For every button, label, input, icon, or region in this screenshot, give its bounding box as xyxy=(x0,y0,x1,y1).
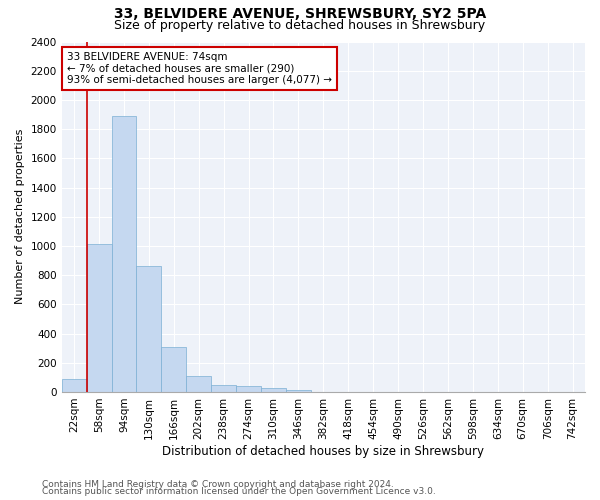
Text: 33, BELVIDERE AVENUE, SHREWSBURY, SY2 5PA: 33, BELVIDERE AVENUE, SHREWSBURY, SY2 5P… xyxy=(114,8,486,22)
Bar xyxy=(236,386,261,392)
Text: Size of property relative to detached houses in Shrewsbury: Size of property relative to detached ho… xyxy=(115,18,485,32)
Bar xyxy=(161,346,186,392)
Bar xyxy=(261,388,286,392)
Bar xyxy=(112,116,136,392)
Bar xyxy=(186,376,211,392)
Bar xyxy=(86,244,112,392)
X-axis label: Distribution of detached houses by size in Shrewsbury: Distribution of detached houses by size … xyxy=(163,444,484,458)
Text: Contains HM Land Registry data © Crown copyright and database right 2024.: Contains HM Land Registry data © Crown c… xyxy=(42,480,394,489)
Bar xyxy=(286,390,311,392)
Text: Contains public sector information licensed under the Open Government Licence v3: Contains public sector information licen… xyxy=(42,487,436,496)
Bar xyxy=(62,379,86,392)
Bar xyxy=(211,384,236,392)
Bar xyxy=(136,266,161,392)
Text: 33 BELVIDERE AVENUE: 74sqm
← 7% of detached houses are smaller (290)
93% of semi: 33 BELVIDERE AVENUE: 74sqm ← 7% of detac… xyxy=(67,52,332,85)
Y-axis label: Number of detached properties: Number of detached properties xyxy=(15,129,25,304)
